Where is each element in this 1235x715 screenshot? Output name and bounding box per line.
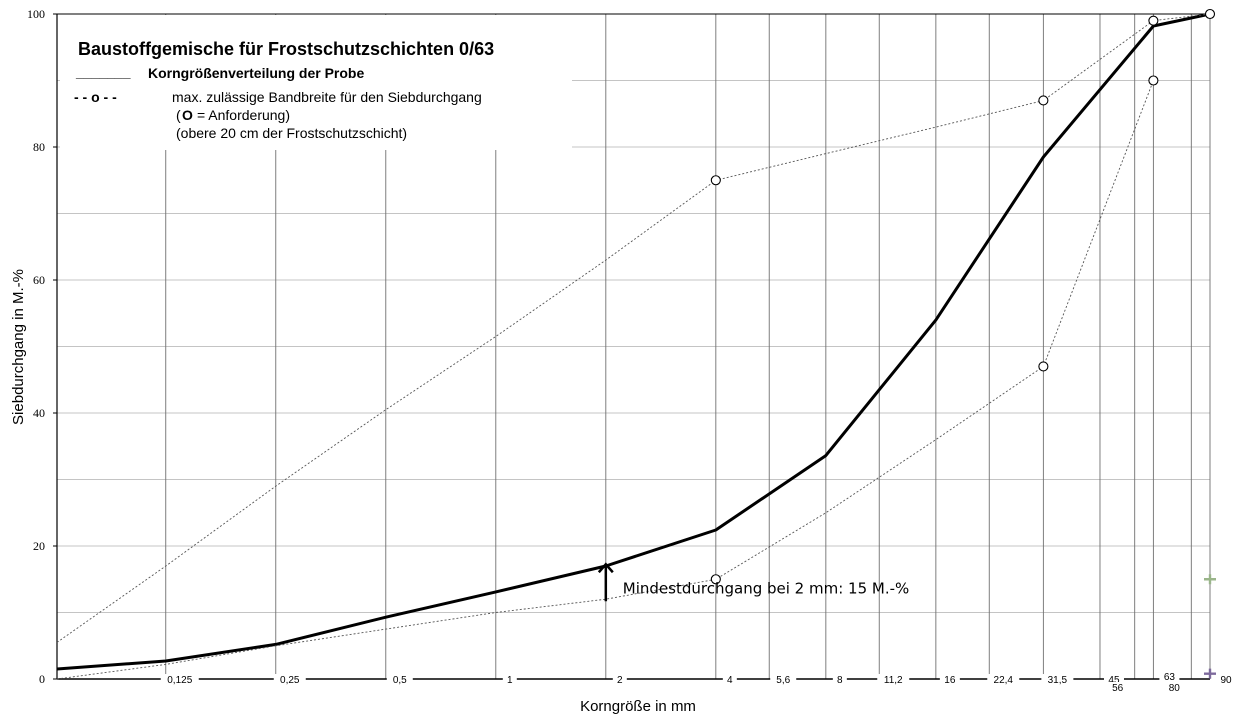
x-tick-label: 5,6 (776, 675, 790, 686)
x-tick-label-bg (722, 674, 737, 686)
x-tick-label: 90 (1220, 675, 1232, 686)
legend-note-symbol: O (182, 107, 193, 123)
annotation-arrow-head (597, 562, 614, 574)
x-axis-label: Korngröße in mm (580, 698, 696, 715)
x-tick-label-bg (502, 674, 517, 686)
requirement-marker (710, 175, 721, 186)
plus-marker (1204, 668, 1216, 679)
x-tick-label: 8 (837, 675, 843, 686)
y-tick-label: 20 (33, 539, 45, 553)
y-tick-label: 60 (33, 273, 45, 287)
x-tick-label-bg (987, 674, 1020, 686)
x-tick-label: 0,25 (280, 675, 300, 686)
requirement-marker (710, 574, 721, 585)
x-tick-label: 4 (727, 675, 733, 686)
x-tick-label-bg (612, 674, 627, 686)
requirement-marker (1204, 8, 1216, 20)
legend-entry-band: max. zulässige Bandbreite für den Siebdu… (172, 89, 482, 105)
series-upper-band-line (56, 13, 1211, 643)
annotation-text: Mindestdurchgang bei 2 mm: 15 M.-% (623, 579, 909, 597)
x-tick-label-bg (273, 674, 306, 686)
x-tick-label-bg (832, 674, 847, 686)
x-tick-label: 63 (1164, 672, 1176, 683)
series (56, 12, 1211, 680)
x-tick-label: 0,5 (393, 675, 407, 686)
legend-note-requirement: = Anforderung) (197, 107, 290, 123)
plus-marker (1204, 574, 1216, 585)
x-tick-label-bg (770, 674, 797, 686)
legend-sample-solid: _______ (75, 64, 131, 80)
x-tick-label-bg (160, 674, 199, 686)
x-tick-label: 1 (507, 675, 513, 686)
requirement-marker (1038, 95, 1049, 106)
x-tick-label-bg (877, 674, 910, 686)
x-tick-label-bg (1159, 671, 1180, 683)
x-tick-label: 22,4 (994, 675, 1014, 686)
legend: Baustoffgemische für Frostschutzschichte… (60, 15, 572, 150)
x-tick-label: 31,5 (1048, 675, 1068, 686)
chart-title: Baustoffgemische für Frostschutzschichte… (78, 39, 494, 59)
requirement-marker (1148, 75, 1159, 86)
x-tick-label-bg (1216, 674, 1235, 686)
y-tick-label: 40 (33, 406, 45, 420)
requirement-marker (1148, 15, 1159, 26)
y-tick-label: 80 (33, 140, 45, 154)
x-tick-label: 80 (1169, 683, 1181, 694)
x-tick-label: 11,2 (884, 675, 903, 686)
legend-entry-sample: Korngrößenverteilung der Probe (148, 65, 364, 81)
x-tick-label-bg (939, 674, 960, 686)
x-tick-label: 56 (1112, 683, 1124, 694)
series-sample-line (56, 12, 1211, 671)
legend-sample-dashed: - - o - - (74, 89, 117, 105)
requirement-marker (1038, 361, 1049, 372)
legend-note-paren: ( (176, 107, 181, 123)
x-tick-label-bg (1041, 674, 1074, 686)
y-tick-label: 0 (39, 672, 45, 686)
legend-note-layer: (obere 20 cm der Frostschutzschicht) (176, 125, 407, 141)
x-tick-label-bg (1107, 682, 1128, 694)
y-axis-label: Siebdurchgang in M.-% (10, 269, 27, 425)
x-tick-label-bg (386, 674, 413, 686)
legend-background (60, 15, 572, 150)
x-tick-label: 2 (617, 675, 623, 686)
x-tick-label: 16 (944, 675, 956, 686)
y-tick-label: 100 (27, 7, 45, 21)
x-tick-label-bg (1164, 682, 1185, 694)
markers (710, 8, 1216, 679)
x-tick-label: 0,125 (167, 675, 192, 686)
series-lower-band-line (56, 80, 1154, 680)
annotation: Mindestdurchgang bei 2 mm: 15 M.-% (597, 562, 909, 602)
x-tick-label: 45 (1108, 675, 1120, 686)
